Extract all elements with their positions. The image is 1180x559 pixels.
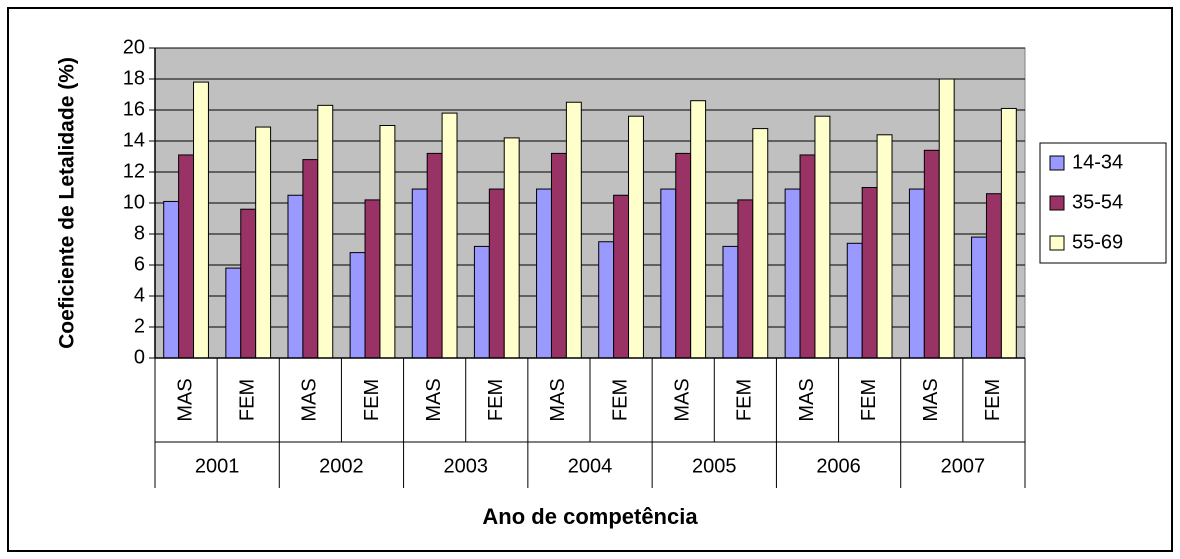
x-tick-label: FEM: [236, 379, 258, 421]
group-label: 2006: [816, 455, 861, 477]
bar: [690, 100, 707, 359]
y-tick-label: 2: [134, 315, 145, 337]
bar: [193, 81, 209, 359]
y-tick-label: 20: [123, 36, 145, 58]
bar: [255, 126, 272, 359]
bar: [923, 149, 940, 359]
group-label: 2007: [941, 455, 986, 477]
bar: [737, 199, 754, 359]
x-tick-label: MAS: [671, 378, 693, 421]
bar: [302, 159, 319, 359]
x-axis-title: Ano de competência: [482, 504, 698, 529]
bar: [784, 188, 801, 359]
bar: [225, 267, 242, 359]
bar: [846, 242, 863, 359]
bar: [628, 115, 644, 359]
bar: [178, 154, 195, 359]
bar: [799, 154, 816, 359]
x-tick-label: FEM: [734, 379, 756, 421]
bar: [613, 194, 630, 359]
y-tick-label: 4: [134, 284, 145, 306]
bar: [908, 188, 925, 359]
bar: [598, 241, 615, 359]
bar: [287, 194, 304, 359]
legend-label: 55-69: [1072, 231, 1123, 253]
bar: [473, 245, 490, 359]
bar: [752, 128, 769, 359]
legend-label: 35-54: [1072, 191, 1123, 213]
x-tick-label: MAS: [796, 378, 818, 421]
bar: [317, 104, 334, 359]
x-tick-label: FEM: [609, 379, 631, 421]
bar: [565, 101, 582, 359]
bar: [1000, 107, 1017, 359]
y-tick-label: 10: [123, 191, 145, 213]
x-tick-label: MAS: [423, 378, 445, 421]
bar: [675, 152, 692, 359]
bar: [938, 78, 955, 359]
bar: [861, 187, 878, 359]
bar: [411, 188, 428, 359]
x-tick-label: FEM: [982, 379, 1004, 421]
group-label: 2001: [195, 455, 240, 477]
group-label: 2005: [692, 455, 737, 477]
y-tick-label: 8: [134, 222, 145, 244]
bar: [876, 134, 893, 359]
group-label: 2003: [443, 455, 488, 477]
y-tick-label: 6: [134, 253, 145, 275]
bar: [814, 115, 831, 359]
bar: [364, 199, 381, 359]
bar: [985, 193, 1002, 359]
bar: [550, 152, 567, 359]
bar: [660, 188, 677, 359]
y-tick-label: 0: [134, 346, 145, 368]
group-label: 2002: [319, 455, 364, 477]
bar: [503, 137, 520, 359]
bar: [240, 208, 257, 359]
legend-label: 14-34: [1072, 151, 1123, 173]
bar: [536, 188, 552, 359]
bar: [426, 152, 443, 359]
legend-swatch: [1049, 195, 1065, 211]
x-tick-label: MAS: [299, 378, 321, 421]
y-tick-label: 16: [123, 98, 145, 120]
y-axis-title: Coeficiente de Letalidade (%): [56, 57, 79, 349]
y-tick-label: 14: [123, 129, 145, 151]
y-tick-label: 18: [123, 67, 145, 89]
x-tick-label: FEM: [485, 379, 507, 421]
y-tick-label: 12: [123, 160, 145, 182]
legend-swatch: [1049, 235, 1065, 251]
bar: [441, 112, 458, 359]
bar: [722, 245, 739, 359]
group-label: 2004: [568, 455, 613, 477]
x-tick-label: FEM: [858, 379, 880, 421]
bar: [379, 125, 396, 359]
bar: [971, 236, 987, 359]
x-tick-label: FEM: [361, 379, 383, 421]
bar: [163, 200, 180, 359]
legend-swatch: [1049, 155, 1065, 171]
bar: [488, 188, 505, 359]
bar: [349, 252, 366, 359]
x-tick-label: MAS: [174, 378, 196, 421]
x-tick-label: MAS: [920, 378, 942, 421]
x-tick-label: MAS: [547, 378, 569, 421]
